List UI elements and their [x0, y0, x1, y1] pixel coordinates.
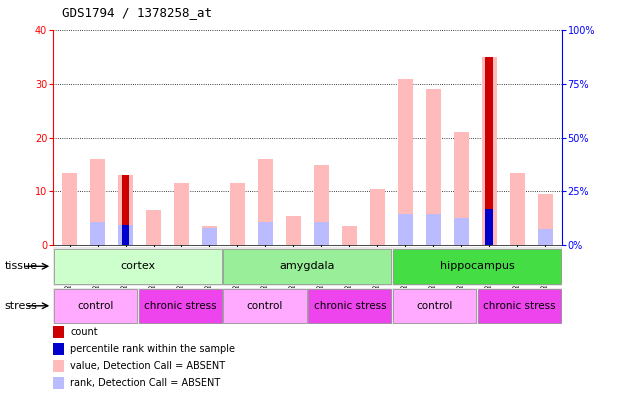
Bar — [486, 57, 493, 245]
Bar — [425, 214, 441, 245]
Bar — [202, 228, 217, 245]
Bar — [286, 215, 301, 245]
Bar — [308, 289, 391, 322]
Text: amygdala: amygdala — [279, 261, 335, 271]
Bar — [397, 79, 413, 245]
Text: stress: stress — [4, 301, 37, 311]
Bar — [174, 183, 189, 245]
Text: count: count — [70, 327, 97, 337]
Bar — [138, 289, 222, 322]
Bar — [122, 175, 129, 245]
Bar — [122, 225, 129, 245]
Bar — [314, 164, 329, 245]
Text: hippocampus: hippocampus — [440, 261, 515, 271]
Bar — [118, 175, 134, 245]
Bar — [478, 289, 561, 322]
Bar — [146, 210, 161, 245]
Bar — [342, 226, 357, 245]
Bar — [538, 229, 553, 245]
Text: GDS1794 / 1378258_at: GDS1794 / 1378258_at — [62, 6, 212, 19]
Bar — [453, 132, 469, 245]
Bar — [258, 159, 273, 245]
Text: rank, Detection Call = ABSENT: rank, Detection Call = ABSENT — [70, 378, 220, 388]
Bar — [393, 289, 476, 322]
Text: chronic stress: chronic stress — [314, 301, 386, 311]
Bar — [62, 173, 77, 245]
Text: chronic stress: chronic stress — [144, 301, 216, 311]
Bar — [90, 222, 105, 245]
Bar — [425, 90, 441, 245]
Bar — [510, 173, 525, 245]
Bar — [224, 289, 307, 322]
Bar — [453, 218, 469, 245]
Bar — [481, 57, 497, 245]
Bar — [369, 189, 385, 245]
Bar — [53, 249, 222, 284]
Text: percentile rank within the sample: percentile rank within the sample — [70, 344, 235, 354]
Bar — [393, 249, 561, 284]
Bar — [486, 209, 493, 245]
Bar — [118, 225, 134, 245]
Bar — [230, 183, 245, 245]
Bar — [53, 289, 137, 322]
Text: cortex: cortex — [120, 261, 155, 271]
Bar — [258, 222, 273, 245]
Bar — [202, 226, 217, 245]
Text: tissue: tissue — [4, 261, 37, 271]
Text: control: control — [77, 301, 114, 311]
Text: chronic stress: chronic stress — [483, 301, 556, 311]
Bar — [90, 159, 105, 245]
Bar — [224, 249, 391, 284]
Bar — [397, 214, 413, 245]
Text: control: control — [247, 301, 283, 311]
Bar — [538, 194, 553, 245]
Text: control: control — [417, 301, 453, 311]
Bar — [314, 222, 329, 245]
Text: value, Detection Call = ABSENT: value, Detection Call = ABSENT — [70, 361, 225, 371]
